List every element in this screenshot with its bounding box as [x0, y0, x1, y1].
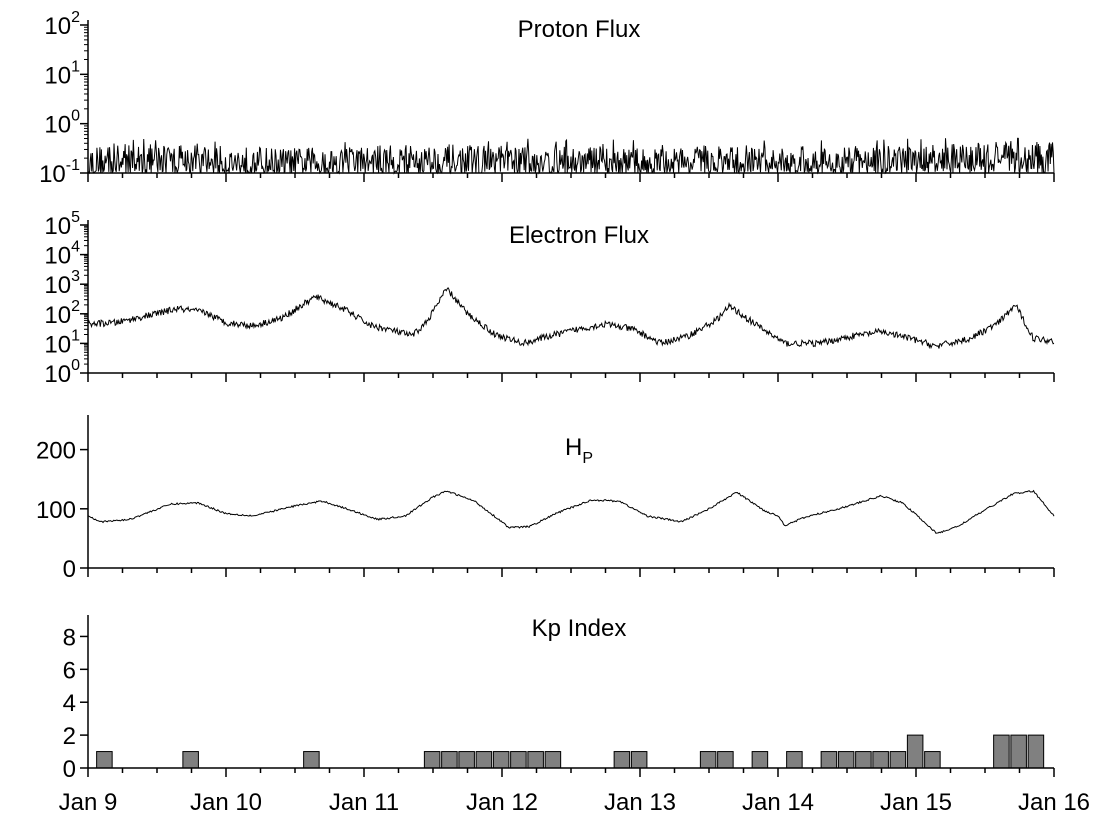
kp-bar [837, 751, 855, 769]
kp-bar [1027, 734, 1045, 769]
kp-bar [786, 751, 803, 769]
kp-bar [303, 751, 320, 769]
kp-bar [492, 751, 510, 769]
kp-bar [613, 751, 631, 769]
y-tick-label: 4 [63, 690, 76, 717]
y-tick-label: 8 [63, 624, 76, 651]
x-tick-label: Jan 14 [742, 789, 814, 816]
y-tick-label: 100 [44, 108, 80, 139]
panel-title: HP [565, 434, 593, 467]
kp-bar [441, 751, 458, 769]
y-tick-label: 101 [44, 327, 80, 358]
kp-bar [96, 751, 113, 769]
kp-bar [630, 751, 648, 769]
kp-bar [855, 751, 872, 769]
kp-bar [475, 751, 493, 769]
y-tick-label: 102 [44, 9, 80, 40]
panel-title: Proton Flux [518, 16, 641, 43]
kp-bar [1010, 734, 1027, 769]
y-tick-label: 10-1 [39, 157, 80, 188]
x-tick-label: Jan 16 [1018, 789, 1090, 816]
kp-bar [544, 751, 562, 769]
y-tick-label: 105 [44, 209, 80, 240]
kp-bar [182, 751, 199, 769]
panel-title: Kp Index [532, 615, 627, 642]
y-tick-label: 6 [63, 657, 76, 684]
kp-bar [751, 751, 769, 769]
kp-bar [510, 751, 527, 769]
x-tick-label: Jan 15 [880, 789, 952, 816]
kp-bar [906, 734, 924, 769]
x-tick-label: Jan 12 [466, 789, 538, 816]
x-tick-label: Jan 13 [604, 789, 676, 816]
y-tick-label: 200 [36, 438, 76, 465]
kp-bar [699, 751, 717, 769]
kp-bar [458, 751, 475, 769]
electron-flux-series-line [87, 286, 1055, 350]
kp-bar [889, 751, 907, 769]
y-tick-label: 104 [44, 239, 80, 270]
y-tick-label: 0 [63, 556, 76, 583]
x-tick-label: Jan 10 [190, 789, 262, 816]
x-tick-label: Jan 9 [59, 789, 118, 816]
y-tick-label: 0 [63, 756, 76, 783]
kp-bar [423, 751, 441, 769]
y-tick-label: 2 [63, 723, 76, 750]
y-tick-label: 100 [44, 357, 80, 388]
kp-bar [717, 751, 734, 769]
kp-bar [924, 751, 941, 769]
kp-bar [820, 751, 838, 769]
y-tick-label: 101 [44, 58, 80, 89]
proton-flux-series-line [87, 137, 1055, 175]
panel-title: Electron Flux [509, 222, 649, 249]
y-tick-label: 103 [44, 268, 80, 299]
y-tick-label: 102 [44, 298, 80, 329]
kp-bar [527, 751, 544, 769]
kp-bar [993, 734, 1010, 769]
hp-series-line [87, 489, 1055, 534]
x-tick-label: Jan 11 [329, 789, 399, 816]
y-tick-label: 100 [36, 497, 76, 524]
kp-bar [872, 751, 889, 769]
